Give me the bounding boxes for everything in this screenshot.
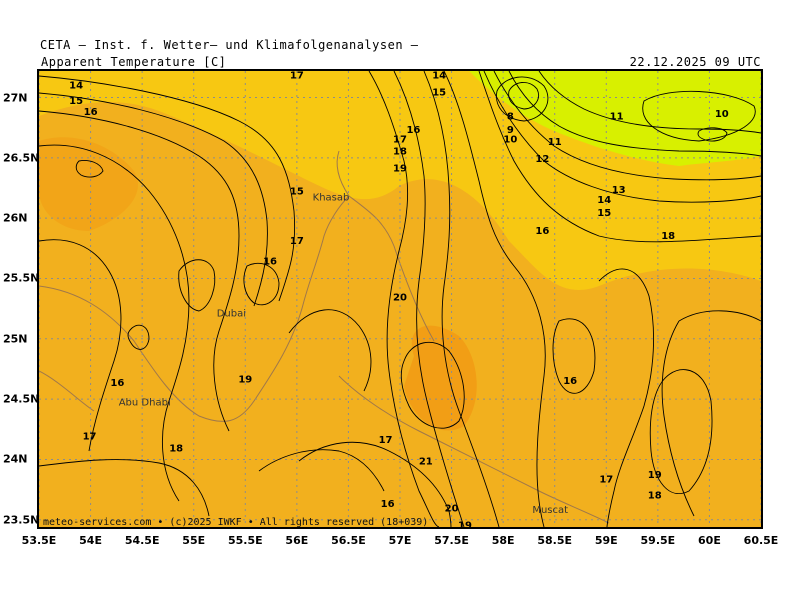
place-label: Muscat — [532, 505, 568, 516]
contour-label: 18 — [393, 147, 407, 158]
contour-label: 19 — [238, 375, 252, 386]
lon-tick-label: 54.5E — [124, 534, 160, 547]
contour-label: 16 — [381, 499, 395, 510]
lon-tick-label: 57E — [388, 534, 412, 547]
temperature-shading — [39, 71, 761, 431]
contour-label: 15 — [290, 186, 304, 197]
contour-label: 19 — [458, 521, 472, 527]
contour-label: 14 — [69, 80, 83, 91]
lat-tick-label: 26N — [3, 211, 28, 225]
provider-title: CETA — Inst. f. Wetter— und Klimafolgena… — [40, 38, 419, 52]
lat-tick-label: 25.5N — [3, 271, 40, 285]
contour-label: 10 — [503, 135, 517, 146]
contour-label: 17 — [83, 431, 97, 442]
lat-tick-label: 24N — [3, 452, 28, 466]
parameter-title: Apparent Temperature [C] — [41, 55, 227, 69]
contour-label: 11 — [610, 112, 624, 123]
forecast-datetime: 22.12.2025 09 UTC — [629, 55, 761, 69]
contour-label: 21 — [419, 457, 433, 468]
contour-label: 15 — [597, 208, 611, 219]
contour-label: 16 — [406, 125, 420, 136]
contour-label: 20 — [445, 504, 459, 515]
shade-band-hot — [404, 325, 477, 431]
lat-tick-label: 26.5N — [3, 151, 40, 165]
contour-label: 16 — [84, 107, 98, 118]
contour-label: 17 — [379, 435, 393, 446]
lat-tick-label: 24.5N — [3, 392, 40, 406]
coastline — [39, 150, 610, 524]
contour-label: 20 — [393, 293, 407, 304]
lat-tick-label: 27N — [3, 91, 28, 105]
contour-label: 17 — [599, 475, 613, 486]
contour-label: 14 — [432, 71, 446, 82]
contour-label: 19 — [648, 470, 662, 481]
isotherm-contours — [39, 71, 761, 527]
place-label: Abu Dhabi — [119, 398, 171, 409]
contour-label: 13 — [612, 185, 626, 196]
contour-label: 18 — [661, 231, 675, 242]
contour-label: 15 — [69, 96, 83, 107]
weather-map[interactable]: Khasab Dubai Abu Dhabi Muscat 14 15 16 17 14 15 1… — [37, 69, 763, 529]
contour-label: 17 — [290, 236, 304, 247]
contour-label: 16 — [110, 378, 124, 389]
contour-label: 16 — [263, 256, 277, 267]
copyright-notice: meteo-services.com • (c)2025 IWKF • All … — [43, 517, 428, 527]
contour-label: 9 — [507, 125, 514, 136]
place-labels: Khasab Dubai Abu Dhabi Muscat — [119, 193, 568, 516]
contour-label: 11 — [548, 137, 562, 148]
place-label: Dubai — [217, 308, 246, 319]
lon-tick-label: 54E — [79, 534, 102, 547]
contour-label: 12 — [535, 154, 549, 165]
lon-tick-label: 55E — [182, 534, 206, 547]
lon-tick-label: 56.5E — [331, 534, 366, 547]
lat-tick-label: 23.5N — [3, 513, 40, 527]
contour-label: 17 — [393, 135, 407, 146]
contour-label: 10 — [715, 109, 729, 120]
shade-band-hot-west — [39, 137, 138, 231]
contour-label: 8 — [507, 112, 514, 123]
contour-label: 14 — [597, 195, 611, 206]
lon-tick-label: 59E — [594, 534, 618, 547]
place-label: Khasab — [313, 193, 350, 204]
lon-tick-label: 59.5E — [640, 534, 676, 547]
contour-label: 16 — [535, 226, 549, 237]
contour-label: 18 — [169, 443, 183, 454]
lon-tick-label: 58.5E — [537, 534, 573, 547]
contour-label: 15 — [432, 88, 446, 99]
lat-tick-label: 25N — [3, 332, 28, 346]
contour-label: 18 — [648, 490, 662, 501]
lon-tick-label: 60.5E — [743, 534, 779, 547]
lon-tick-label: 57.5E — [434, 534, 469, 547]
shade-band-cool — [469, 71, 761, 166]
contour-label: 16 — [563, 376, 577, 387]
lon-tick-label: 55.5E — [227, 534, 263, 547]
lon-tick-label: 53.5E — [21, 534, 57, 547]
contour-label: 17 — [290, 71, 304, 82]
lon-tick-label: 58E — [491, 534, 515, 547]
lon-tick-label: 56E — [285, 534, 309, 547]
contour-label: 19 — [393, 164, 407, 175]
lon-tick-label: 60E — [698, 534, 721, 547]
